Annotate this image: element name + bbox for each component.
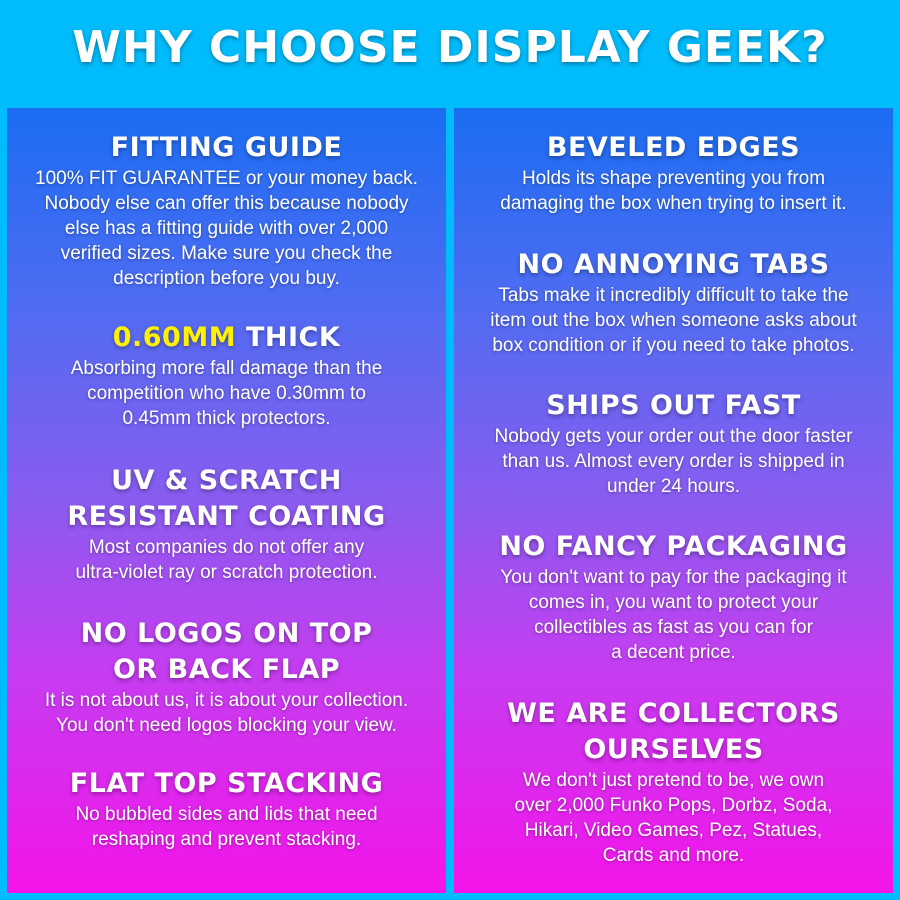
section-heading: NO LOGOS ON TOP	[80, 618, 373, 649]
section-body-line: We don't just pretend to be, we own	[522, 770, 825, 791]
section-no-tabs: NO ANNOYING TABS Tabs make it incredibly…	[454, 247, 893, 358]
section-body-line: item out the box when someone asks about	[490, 310, 857, 331]
section-body-line: damaging the box when trying to insert i…	[500, 193, 847, 214]
section-body-line: Absorbing more fall damage than the	[70, 358, 383, 379]
page-title: WHY CHOOSE DISPLAY GEEK?	[72, 22, 828, 73]
section-body-line: a decent price.	[611, 642, 736, 663]
section-flat-top: FLAT TOP STACKING No bubbled sides and l…	[7, 766, 446, 852]
section-body-line: Nobody else can offer this because nobod…	[44, 193, 409, 214]
section-body-line: collectibles as fast as you can for	[534, 617, 813, 638]
heading-highlight: 0.60MM	[112, 322, 237, 353]
section-body-line: You don't need logos blocking your view.	[56, 715, 397, 736]
section-body-line: You don't want to pay for the packaging …	[500, 567, 847, 588]
section-no-fancy-packaging: NO FANCY PACKAGING You don't want to pay…	[454, 529, 893, 665]
section-heading: FITTING GUIDE	[110, 132, 343, 163]
section-heading: OURSELVES	[583, 734, 764, 765]
section-uv-coating: UV & SCRATCH RESISTANT COATING Most comp…	[7, 463, 446, 585]
section-body-line: Hikari, Video Games, Pez, Statues,	[524, 820, 823, 841]
section-body-line: ultra-violet ray or scratch protection.	[75, 562, 378, 583]
section-thickness: 0.60MM THICK Absorbing more fall damage …	[7, 320, 446, 431]
section-heading: NO ANNOYING TABS	[517, 249, 830, 280]
section-body-line: under 24 hours.	[606, 476, 741, 497]
section-no-logos: NO LOGOS ON TOP OR BACK FLAP It is not a…	[7, 616, 446, 738]
section-body-line: verified sizes. Make sure you check the	[60, 243, 393, 264]
section-heading: SHIPS OUT FAST	[546, 390, 801, 421]
section-body-line: Holds its shape preventing you from	[521, 168, 826, 189]
section-fitting-guide: FITTING GUIDE 100% FIT GUARANTEE or your…	[7, 130, 446, 291]
section-body-line: else has a fitting guide with over 2,000	[64, 218, 389, 239]
section-body-line: comes in, you want to protect your	[528, 592, 819, 613]
section-heading: WE ARE COLLECTORS	[507, 698, 840, 729]
section-body-line: box condition or if you need to take pho…	[492, 335, 855, 356]
section-body-line: Most companies do not offer any	[88, 537, 365, 558]
section-heading: FLAT TOP STACKING	[69, 768, 384, 799]
section-body-line: 0.45mm thick protectors.	[122, 408, 331, 429]
heading-rest: THICK	[236, 322, 341, 353]
section-beveled-edges: BEVELED EDGES Holds its shape preventing…	[454, 130, 893, 216]
right-panel: BEVELED EDGES Holds its shape preventing…	[454, 108, 893, 893]
section-body-line: 100% FIT GUARANTEE or your money back.	[35, 168, 418, 189]
section-body-line: Tabs make it incredibly difficult to tak…	[498, 285, 849, 306]
section-body-line: It is not about us, it is about your col…	[44, 690, 409, 711]
section-body-line: No bubbled sides and lids that need	[75, 804, 378, 825]
section-ships-fast: SHIPS OUT FAST Nobody gets your order ou…	[454, 388, 893, 499]
left-panel: FITTING GUIDE 100% FIT GUARANTEE or your…	[7, 108, 446, 893]
section-heading: NO FANCY PACKAGING	[499, 531, 848, 562]
section-body-line: than us. Almost every order is shipped i…	[502, 451, 845, 472]
section-heading: BEVELED EDGES	[546, 132, 801, 163]
section-heading: UV & SCRATCH	[111, 465, 342, 496]
section-body-line: Cards and more.	[602, 845, 745, 866]
section-body-line: reshaping and prevent stacking.	[91, 829, 362, 850]
section-heading: 0.60MM THICK	[7, 320, 446, 356]
section-heading: OR BACK FLAP	[112, 654, 341, 685]
section-body-line: over 2,000 Funko Pops, Dorbz, Soda,	[514, 795, 833, 816]
section-collectors: WE ARE COLLECTORS OURSELVES We don't jus…	[454, 696, 893, 868]
section-heading: RESISTANT COATING	[67, 501, 386, 532]
section-body-line: Nobody gets your order out the door fast…	[494, 426, 853, 447]
section-body-line: competition who have 0.30mm to	[87, 383, 366, 404]
section-body-line: description before you buy.	[113, 268, 340, 289]
